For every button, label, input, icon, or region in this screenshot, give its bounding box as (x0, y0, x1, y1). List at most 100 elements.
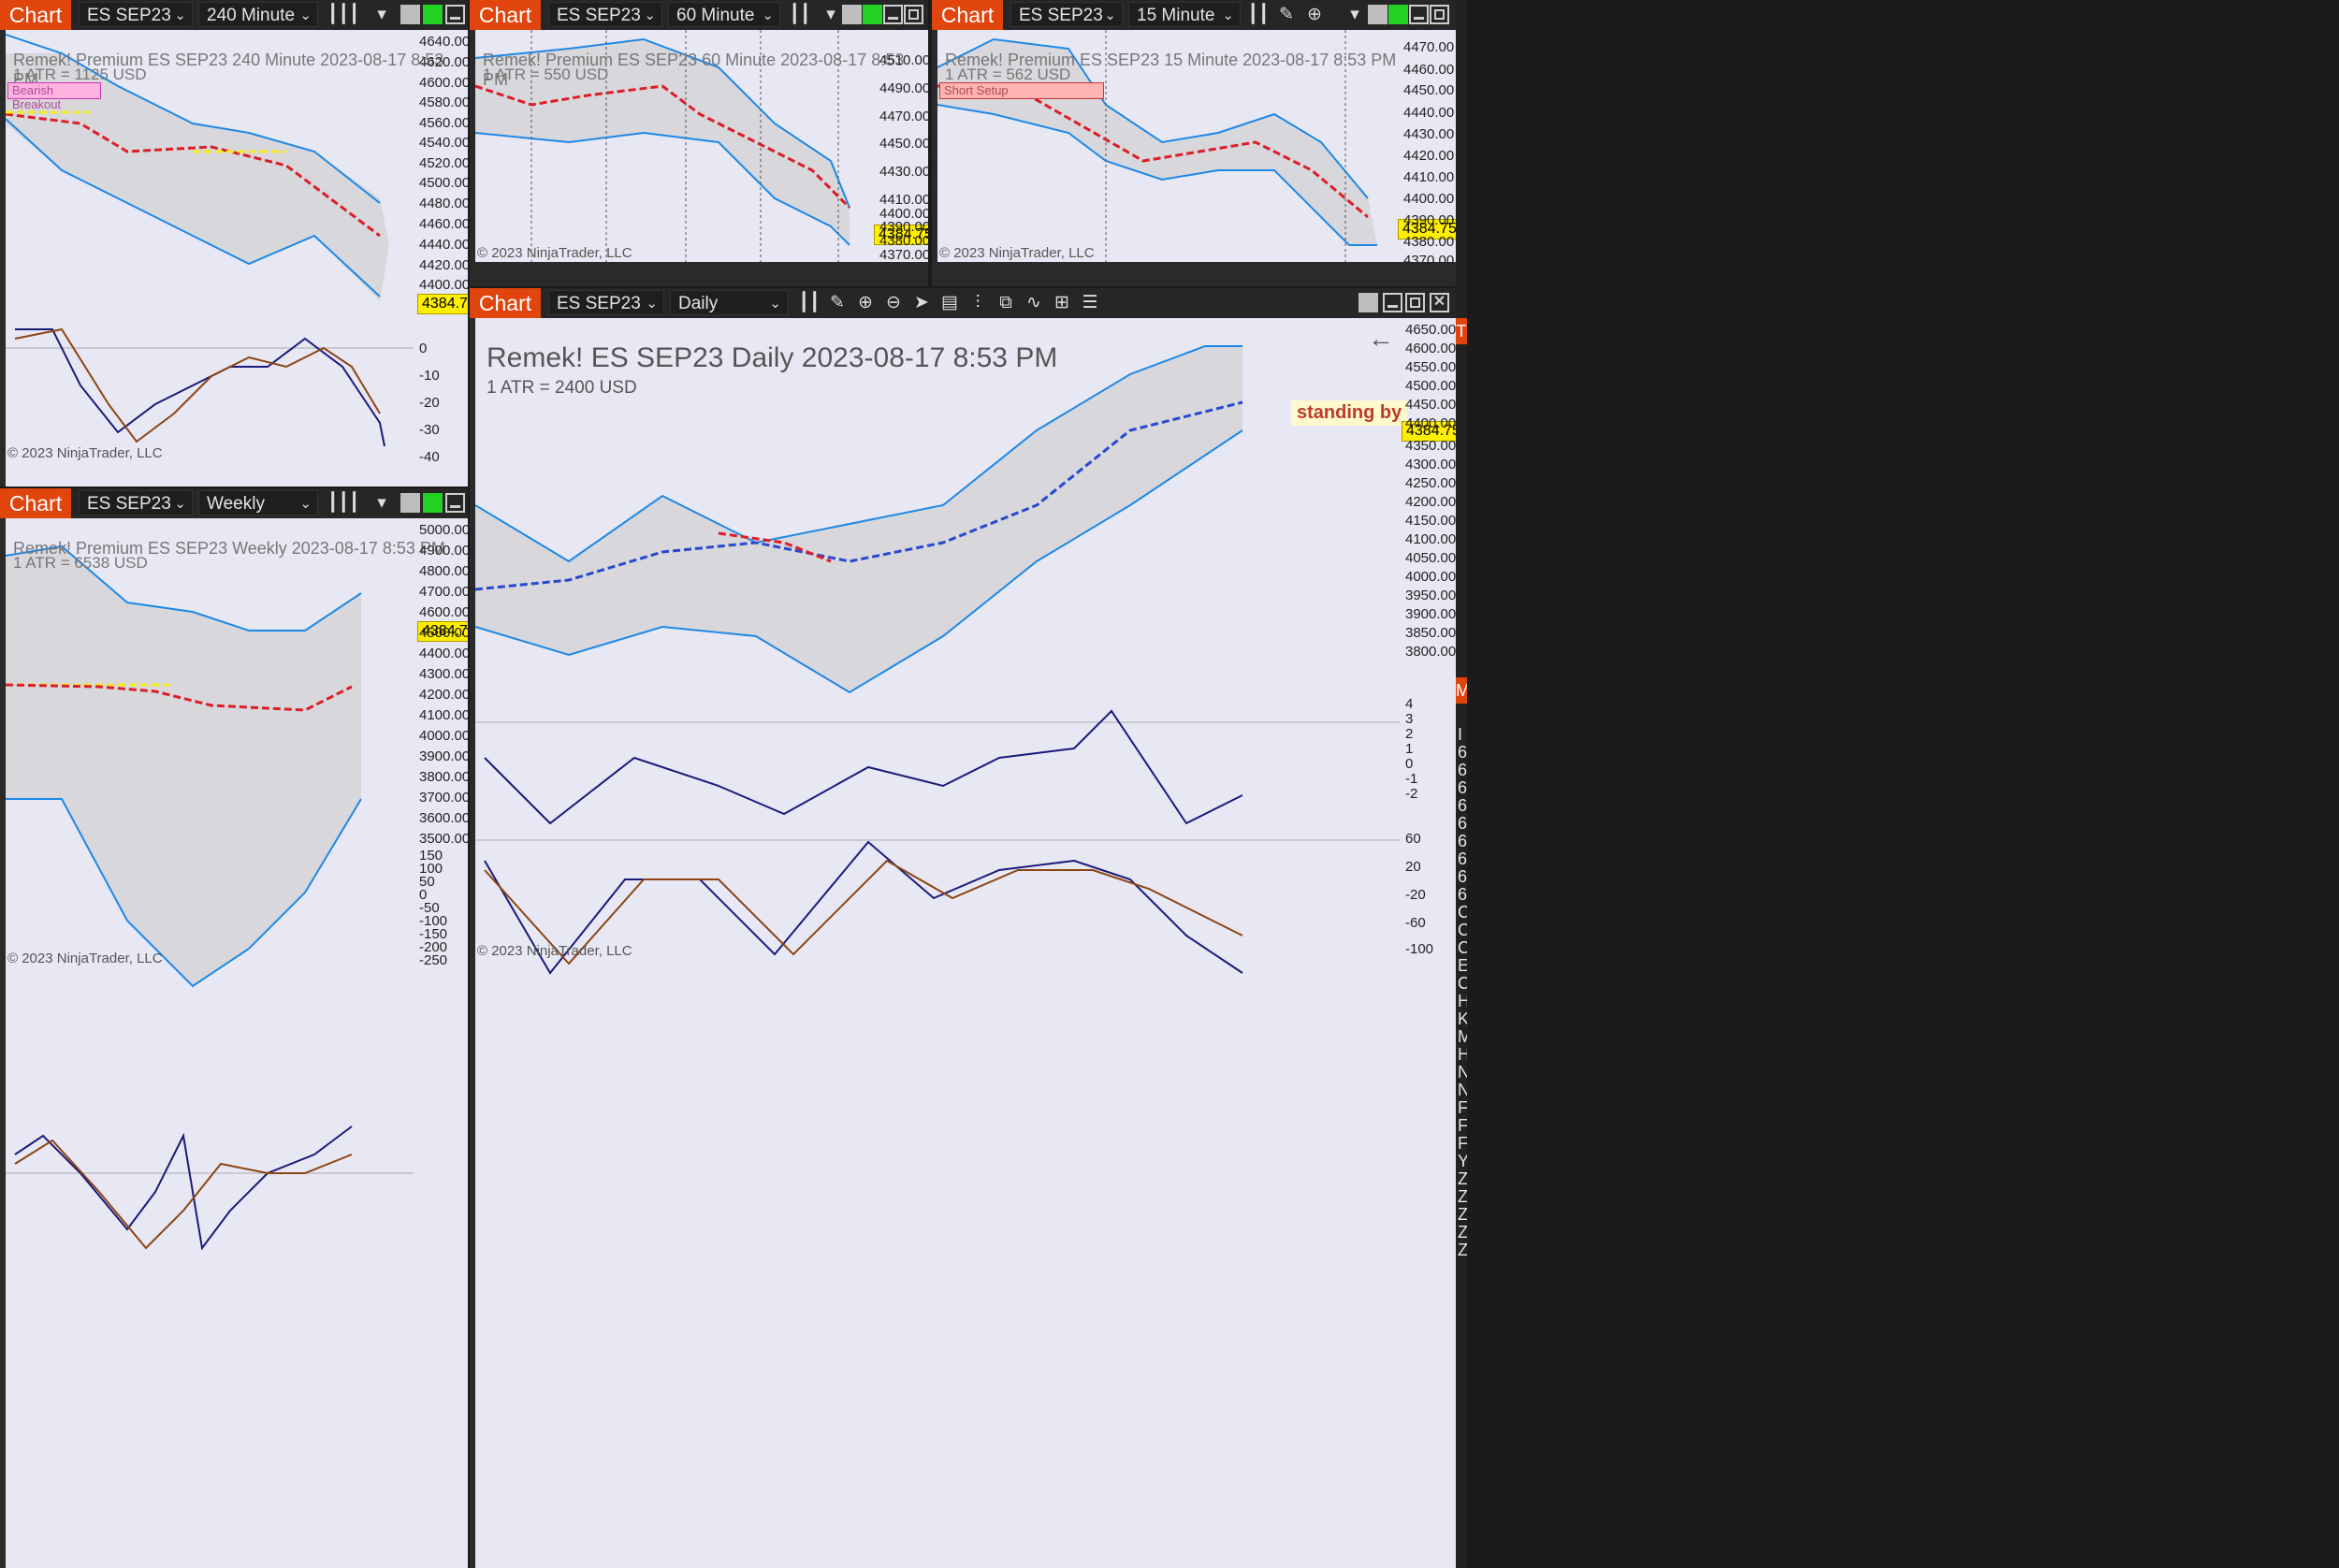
strategies-icon[interactable]: ⧉ (999, 293, 1012, 312)
chevron-down-icon: ⌄ (762, 7, 774, 23)
price-tick: 4600.00 (1405, 341, 1456, 356)
drawing-tool-icon[interactable]: ✎ (1279, 5, 1294, 24)
osc-tick: -40 (419, 449, 440, 465)
bar-style-icon[interactable]: ┃┃ (789, 5, 811, 24)
list-icon[interactable]: ☰ (1082, 293, 1098, 312)
window-linking-button[interactable] (1368, 5, 1387, 24)
edge-tab[interactable]: T (1456, 318, 1467, 344)
interval-selector[interactable]: 240 Minute ⌄ (198, 2, 318, 27)
chevron-down-icon[interactable]: ▾ (1350, 5, 1359, 24)
atr-label: 1 ATR = 2400 USD (487, 378, 637, 398)
drawing-tool-icon[interactable]: ✎ (830, 293, 845, 312)
list-item: H (1458, 1045, 1470, 1064)
window-status-button[interactable] (423, 493, 443, 513)
instrument-value: ES SEP23 (87, 6, 171, 25)
instrument-selector[interactable]: ES SEP23 ⌄ (548, 2, 662, 27)
minimize-button[interactable] (445, 5, 465, 24)
chart-tab[interactable]: Chart (470, 0, 541, 30)
price-tick: 4420.00 (419, 257, 468, 273)
chart-tab[interactable]: Chart (470, 288, 541, 318)
instrument-selector[interactable]: ES SEP23 ⌄ (79, 490, 193, 515)
chart-tab[interactable]: Chart (932, 0, 1003, 30)
chevron-down-icon[interactable]: ▾ (377, 5, 386, 24)
price-tick: 4560.00 (419, 115, 468, 131)
window-status-button[interactable] (863, 5, 882, 24)
osc-tick: -100 (1405, 941, 1434, 957)
price-tick: 4200.00 (419, 687, 468, 703)
chart-overlay-title: Remek! Premium ES SEP23 60 Minute 2023-0… (483, 51, 905, 89)
pointer-icon[interactable]: ➤ (914, 293, 929, 312)
price-tick: 4550.00 (1405, 359, 1456, 375)
bar-style-icon[interactable]: ┃┃ (1247, 5, 1270, 24)
minimize-button[interactable] (1383, 293, 1402, 312)
hist-tick: -1 (1405, 771, 1418, 787)
interval-value: Daily (678, 294, 719, 313)
copyright: © 2023 NinjaTrader, LLC (939, 245, 1095, 261)
list-item: Y (1458, 1152, 1470, 1170)
chart-tab[interactable]: Chart (0, 488, 71, 518)
indicators-icon[interactable]: ⫶ (975, 293, 981, 312)
window-linking-button[interactable] (1358, 293, 1378, 312)
interval-selector[interactable]: 15 Minute ⌄ (1128, 2, 1241, 27)
back-arrow-icon[interactable]: ← (1368, 324, 1394, 353)
atr-label: 1 ATR = 6538 USD (13, 554, 148, 572)
price-tick: 4460.00 (1403, 62, 1455, 78)
interval-selector[interactable]: Daily ⌄ (670, 290, 788, 315)
zoom-in-icon[interactable]: ⊕ (858, 293, 873, 312)
workspace-background (1467, 0, 2339, 1568)
chevron-down-icon: ⌄ (299, 7, 312, 23)
price-tick: 4400.00 (1405, 415, 1456, 431)
price-tick: 4450.00 (879, 136, 928, 152)
bar-style-icon[interactable]: ┃┃ (798, 293, 821, 312)
bar-style-icon[interactable]: ┃┃┃ (327, 5, 360, 24)
price-tick: 4510.00 (879, 52, 928, 68)
signal-box: Short Setup (939, 82, 1104, 99)
osc-tick: 0 (419, 887, 428, 903)
window-linking-button[interactable] (400, 5, 420, 24)
hist-tick: 2 (1405, 726, 1414, 742)
edge-tab[interactable]: M (1456, 677, 1470, 704)
price-tick: 4500.00 (419, 625, 468, 641)
price-tick: 4420.00 (1403, 148, 1455, 164)
price-tick: 4470.00 (1403, 39, 1455, 55)
chart-window-weekly: Chart ES SEP23 ⌄ Weekly ⌄ ┃┃┃ ▾ Remek! Pre… (0, 488, 468, 1568)
osc-tick: 0 (419, 341, 428, 356)
window-linking-button[interactable] (842, 5, 862, 24)
window-linking-button[interactable] (400, 493, 420, 513)
interval-selector[interactable]: Weekly ⌄ (198, 490, 318, 515)
price-tick: 4400.00 (879, 206, 928, 222)
window-status-button[interactable] (1388, 5, 1408, 24)
price-tick: 4370.00 (879, 247, 928, 263)
price-axis (414, 518, 468, 1568)
zoom-out-icon[interactable]: ⊖ (886, 293, 901, 312)
zoom-in-icon[interactable]: ⊕ (1307, 5, 1322, 24)
chart-tab[interactable]: Chart (0, 0, 71, 30)
window-status-button[interactable] (423, 5, 443, 24)
properties-icon[interactable]: ⊞ (1054, 293, 1069, 312)
last-price-label: 4384.75 (874, 225, 928, 245)
price-tick: 3900.00 (1405, 606, 1456, 622)
edge-list: I 6 6 6 6 6 6 6 6 6 C C C E C H K M H N … (1458, 726, 1472, 1259)
maximize-button[interactable] (1430, 5, 1449, 24)
osc-tick: -20 (1405, 887, 1426, 903)
templates-icon[interactable]: ∿ (1026, 293, 1041, 312)
atr-label: 1 ATR = 562 USD (945, 65, 1071, 83)
chevron-down-icon[interactable]: ▾ (377, 493, 386, 513)
price-tick: 4500.00 (1405, 378, 1456, 394)
list-item: E (1458, 956, 1470, 975)
minimize-button[interactable] (883, 5, 903, 24)
close-button[interactable]: ✕ (1430, 293, 1449, 312)
maximize-button[interactable] (904, 5, 923, 24)
interval-selector[interactable]: 60 Minute ⌄ (668, 2, 780, 27)
price-tick: 4000.00 (419, 728, 468, 744)
maximize-button[interactable] (1405, 293, 1425, 312)
instrument-selector[interactable]: ES SEP23 ⌄ (1010, 2, 1123, 27)
instrument-selector[interactable]: ES SEP23 ⌄ (79, 2, 193, 27)
chevron-down-icon[interactable]: ▾ (826, 5, 835, 24)
instrument-selector[interactable]: ES SEP23 ⌄ (548, 290, 664, 315)
price-tick: 4540.00 (419, 135, 468, 151)
minimize-button[interactable] (445, 493, 465, 513)
data-box-icon[interactable]: ▤ (941, 293, 958, 312)
minimize-button[interactable] (1409, 5, 1429, 24)
bar-style-icon[interactable]: ┃┃┃ (327, 493, 360, 513)
